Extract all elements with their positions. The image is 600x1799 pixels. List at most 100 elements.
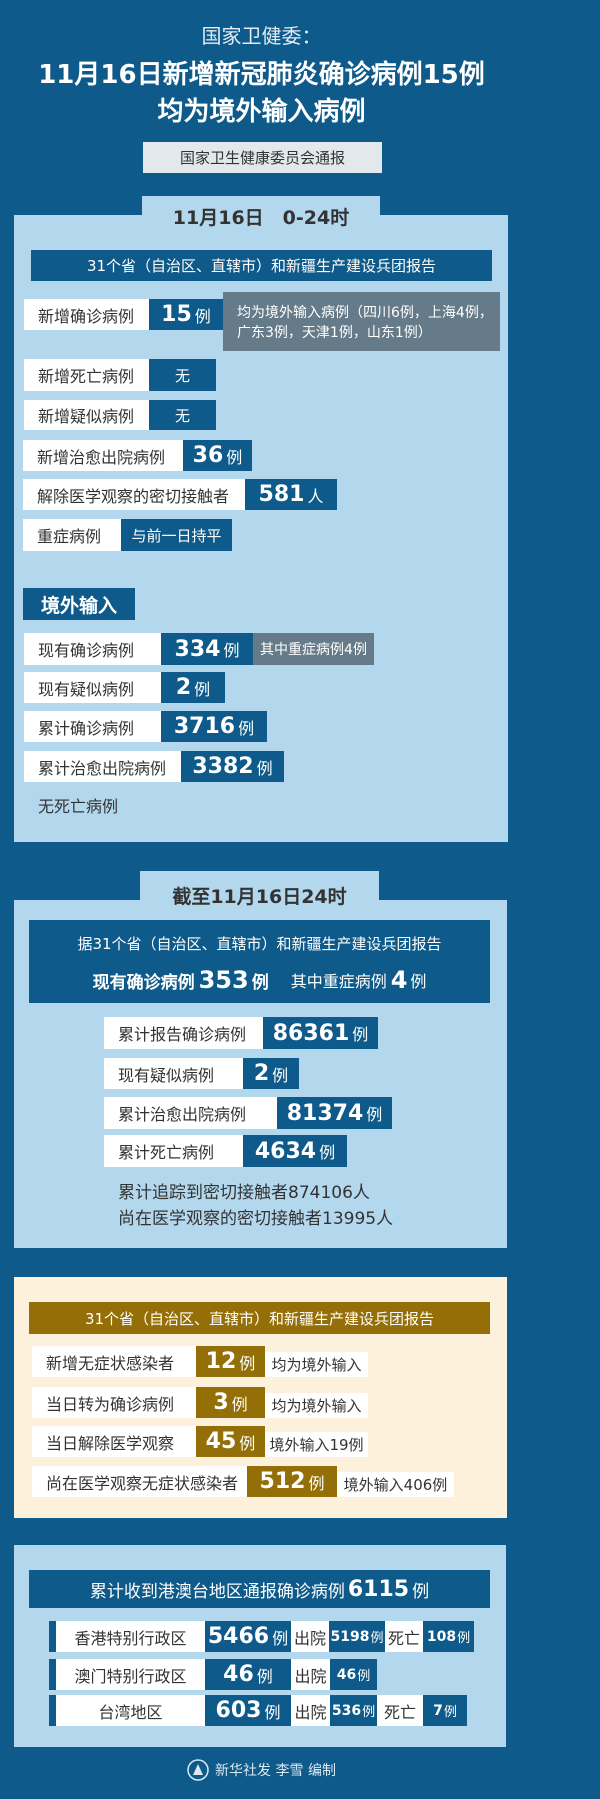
header-title-line2: 均为境外输入病例 <box>157 96 366 127</box>
value-unit: 例 <box>457 1631 471 1646</box>
val text: 与前一日持平 <box>121 519 232 551</box>
value-unit: 例 <box>194 679 211 699</box>
contacts-traced: 累计追踪到密切接触者874106人 <box>118 1183 370 1203</box>
hmt-unit: 例 <box>412 1581 430 1602</box>
severe-value: 4 <box>390 966 408 994</box>
value-number: 581 <box>258 482 305 507</box>
value-unit: 例 <box>264 1702 281 1722</box>
value-number: 334 <box>174 636 221 662</box>
lbl: 新增无症状感染者 <box>32 1346 196 1377</box>
cumulative-summary-box: 据31个省（自治区、直辖市）和新疆生产建设兵团报告 现有确诊病例 353 例 其… <box>29 920 490 1003</box>
value-number: 3382 <box>192 754 254 779</box>
value-number: 81374 <box>286 1100 364 1126</box>
cumulative-row: 累计死亡病例 4634 例 <box>0 1135 523 1167</box>
lbl: 尚在医学观察无症状感染者 <box>32 1466 247 1497</box>
value-unit: 例 <box>194 306 211 326</box>
value-number: 86361 <box>272 1020 350 1046</box>
val: 581 人 <box>245 479 337 510</box>
asymptomatic-row: 当日解除医学观察 45 例境外输入19例 <box>0 1426 523 1457</box>
asymptomatic-bar: 31个省（自治区、直辖市）和新疆生产建设兵团报告 <box>29 1302 490 1334</box>
imported-row: 累计确诊病例 3716 例 <box>0 711 523 742</box>
accent-bar <box>49 1621 56 1652</box>
lblc: 台湾地区 <box>56 1695 205 1726</box>
infographic: 国家卫健委： 11月16日新增新冠肺炎确诊病例15例 均为境外输入病例 国家卫生… <box>0 23 523 1784</box>
value-number: 12 <box>205 1349 237 1374</box>
val text: 无 <box>149 400 216 430</box>
note-box: 均为境外输入 <box>265 1393 368 1418</box>
accent-bar <box>49 1695 56 1726</box>
note: 其中重症病例4例 <box>253 633 374 665</box>
lblc: 澳门特别行政区 <box>56 1659 205 1690</box>
note-box: 均为境外输入病例（四川6例，上海4例， 广东3例，天津1例，山东1例） <box>223 292 500 351</box>
lblc: 香港特别行政区 <box>56 1621 205 1652</box>
note-box: 境外输入19例 <box>265 1432 368 1457</box>
imported-row: 累计治愈出院病例 3382 例 <box>0 751 523 782</box>
asymptomatic-row: 当日转为确诊病例 3 例均为境外输入 <box>0 1387 523 1418</box>
value-unit: 例 <box>239 1433 256 1453</box>
value-number: 2 <box>175 675 192 700</box>
header-title-line1: 11月16日新增新冠肺炎确诊病例15例 <box>38 59 485 90</box>
lbl: 累计治愈出院病例 <box>24 751 181 782</box>
value-unit: 例 <box>362 1705 376 1720</box>
value-number: 36 <box>192 443 224 468</box>
imported-row: 现有疑似病例 2 例 <box>0 672 523 703</box>
val: 3382 例 <box>181 751 284 782</box>
daily-row: 新增治愈出院病例 36 例 <box>0 440 523 471</box>
lbl: 现有疑似病例 <box>104 1058 243 1089</box>
lbl: 当日转为确诊病例 <box>32 1387 196 1418</box>
value-number: 46 <box>223 1662 254 1687</box>
lblc: 出院 <box>291 1621 329 1652</box>
note-box: 境外输入406例 <box>337 1472 454 1497</box>
severe-unit: 例 <box>410 972 427 991</box>
imported-row: 现有确诊病例 334 例其中重症病例4例 <box>0 633 523 665</box>
value-number: 512 <box>259 1469 306 1494</box>
lbl: 新增死亡病例 <box>24 359 149 391</box>
footer: 新华社发 李雪 编制 <box>0 1756 523 1784</box>
cumulative-tab: 截至11月16日24时 <box>140 871 379 919</box>
asymptomatic-row: 尚在医学观察无症状感染者 512 例境外输入406例 <box>0 1466 523 1497</box>
lbl: 累计死亡病例 <box>104 1135 243 1167</box>
value-unit: 例 <box>272 1628 289 1648</box>
value-unit: 例 <box>238 718 255 738</box>
imported-heading: 境外输入 <box>23 588 135 620</box>
val: 36 例 <box>183 440 252 471</box>
note-line: 广东3例，天津1例，山东1例） <box>237 324 432 341</box>
value-number: 3 <box>213 1390 229 1415</box>
val: 3716 例 <box>161 711 267 742</box>
val: 15 例 <box>149 299 223 330</box>
footer-credit: 新华社发 李雪 编制 <box>215 1763 336 1779</box>
lbl: 当日解除医学观察 <box>32 1426 196 1457</box>
lblc: 出院 <box>291 1659 330 1690</box>
cumulative-row: 累计治愈出院病例 81374 例 <box>0 1097 523 1129</box>
source-label: 国家卫生健康委员会通报 <box>143 142 382 173</box>
daily-row: 新增确诊病例 15 例均为境外输入病例（四川6例，上海4例， 广东3例，天津1例，山东… <box>0 292 523 351</box>
val: 81374 例 <box>277 1097 392 1129</box>
lbl: 累计治愈出院病例 <box>104 1097 277 1129</box>
value-unit: 例 <box>308 1473 325 1493</box>
cumulative-row: 现有疑似病例 2 例 <box>0 1058 523 1089</box>
value-unit: 例 <box>352 1025 369 1044</box>
val: 5466 例 <box>205 1621 291 1652</box>
value-unit: 例 <box>231 1394 248 1414</box>
val gold: 3例 <box>196 1387 265 1418</box>
current-value: 353 <box>198 966 249 994</box>
lbl: 现有疑似病例 <box>24 672 161 703</box>
current-unit: 例 <box>251 972 269 993</box>
daily-report-bar: 31个省（自治区、直辖市）和新疆生产建设兵团报告 <box>31 250 492 281</box>
daily-row: 重症病例 与前一日持平 <box>0 519 523 551</box>
val: 4634 例 <box>243 1135 347 1167</box>
cumulative-row: 累计报告确诊病例 86361 例 <box>0 1017 523 1049</box>
severe-label: 其中重症病例 <box>290 972 387 991</box>
value-number: 15 <box>161 302 192 327</box>
hmt-row: 澳门特别行政区 46 例出院 46 例 <box>0 1659 523 1690</box>
summary-line1: 据31个省（自治区、直辖市）和新疆生产建设兵团报告 <box>77 934 442 953</box>
value-unit: 例 <box>256 1666 273 1686</box>
lbl: 新增确诊病例 <box>24 299 149 330</box>
value-unit: 例 <box>256 758 273 778</box>
value-number: 7 <box>433 1702 443 1719</box>
val: 46 例 <box>205 1659 291 1690</box>
value-unit: 例 <box>443 1705 457 1720</box>
val small: 536 例 <box>330 1695 377 1726</box>
lbl: 新增治愈出院病例 <box>23 440 183 471</box>
